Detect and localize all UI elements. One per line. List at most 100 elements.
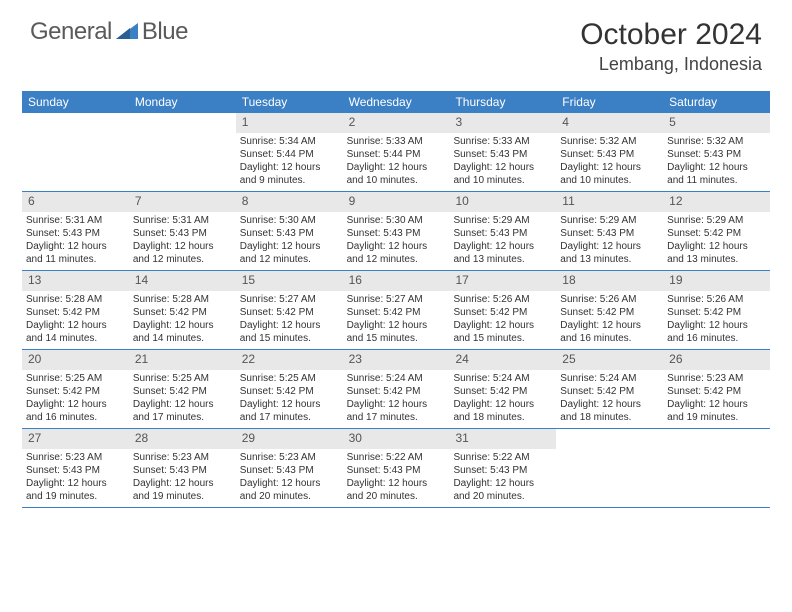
sunset-text: Sunset: 5:43 PM: [453, 464, 552, 477]
sunrise-text: Sunrise: 5:26 AM: [453, 293, 552, 306]
day-cell: 5 Sunrise: 5:32 AMSunset: 5:43 PMDaylight…: [663, 113, 770, 191]
day-number: 8: [236, 192, 343, 212]
day-info: Sunrise: 5:31 AMSunset: 5:43 PMDaylight:…: [22, 214, 129, 266]
day-header-sunday: Sunday: [22, 91, 129, 113]
sunset-text: Sunset: 5:42 PM: [240, 385, 339, 398]
sunset-text: Sunset: 5:43 PM: [453, 227, 552, 240]
sunset-text: Sunset: 5:42 PM: [667, 227, 766, 240]
sunset-text: Sunset: 5:43 PM: [240, 464, 339, 477]
sunrise-text: Sunrise: 5:34 AM: [240, 135, 339, 148]
day-info: Sunrise: 5:24 AMSunset: 5:42 PMDaylight:…: [449, 372, 556, 424]
sunset-text: Sunset: 5:44 PM: [347, 148, 446, 161]
daylight-text: Daylight: 12 hours and 15 minutes.: [453, 319, 552, 345]
sunset-text: Sunset: 5:42 PM: [453, 306, 552, 319]
daylight-text: Daylight: 12 hours and 18 minutes.: [560, 398, 659, 424]
sunrise-text: Sunrise: 5:32 AM: [560, 135, 659, 148]
sunrise-text: Sunrise: 5:22 AM: [453, 451, 552, 464]
day-number: 24: [449, 350, 556, 370]
daylight-text: Daylight: 12 hours and 11 minutes.: [667, 161, 766, 187]
day-info: Sunrise: 5:23 AMSunset: 5:43 PMDaylight:…: [236, 451, 343, 503]
day-cell: .: [556, 429, 663, 507]
sunset-text: Sunset: 5:43 PM: [26, 464, 125, 477]
day-cell: .: [22, 113, 129, 191]
day-cell: 11Sunrise: 5:29 AMSunset: 5:43 PMDayligh…: [556, 192, 663, 270]
daylight-text: Daylight: 12 hours and 17 minutes.: [240, 398, 339, 424]
day-info: Sunrise: 5:31 AMSunset: 5:43 PMDaylight:…: [129, 214, 236, 266]
day-info: Sunrise: 5:23 AMSunset: 5:43 PMDaylight:…: [22, 451, 129, 503]
sunrise-text: Sunrise: 5:32 AM: [667, 135, 766, 148]
sunrise-text: Sunrise: 5:27 AM: [347, 293, 446, 306]
day-cell: 8Sunrise: 5:30 AMSunset: 5:43 PMDaylight…: [236, 192, 343, 270]
sunset-text: Sunset: 5:43 PM: [560, 148, 659, 161]
day-info: Sunrise: 5:34 AMSunset: 5:44 PMDaylight:…: [236, 135, 343, 187]
day-cell: 20Sunrise: 5:25 AMSunset: 5:42 PMDayligh…: [22, 350, 129, 428]
weeks-container: .. 1Sunrise: 5:34 AMSunset: 5:44 PMDaylig…: [22, 113, 770, 508]
sunrise-text: Sunrise: 5:24 AM: [453, 372, 552, 385]
day-number: 12: [663, 192, 770, 212]
sunrise-text: Sunrise: 5:23 AM: [667, 372, 766, 385]
day-cell: 2Sunrise: 5:33 AMSunset: 5:44 PMDaylight…: [343, 113, 450, 191]
logo: General Blue: [30, 18, 188, 46]
day-number: 2: [343, 113, 450, 133]
daylight-text: Daylight: 12 hours and 13 minutes.: [560, 240, 659, 266]
day-cell: 7Sunrise: 5:31 AMSunset: 5:43 PMDaylight…: [129, 192, 236, 270]
day-cell: 17Sunrise: 5:26 AMSunset: 5:42 PMDayligh…: [449, 271, 556, 349]
day-info: Sunrise: 5:33 AMSunset: 5:43 PMDaylight:…: [449, 135, 556, 187]
sunset-text: Sunset: 5:43 PM: [453, 148, 552, 161]
week-row: 13Sunrise: 5:28 AMSunset: 5:42 PMDayligh…: [22, 271, 770, 350]
sunset-text: Sunset: 5:43 PM: [667, 148, 766, 161]
sunrise-text: Sunrise: 5:24 AM: [347, 372, 446, 385]
page-title: October 2024: [580, 18, 762, 52]
sunset-text: Sunset: 5:42 PM: [560, 385, 659, 398]
day-cell: 28 Sunrise: 5:23 AMSunset: 5:43 PMDayligh…: [129, 429, 236, 507]
day-number: 19: [663, 271, 770, 291]
sunset-text: Sunset: 5:44 PM: [240, 148, 339, 161]
sunset-text: Sunset: 5:43 PM: [133, 464, 232, 477]
sunrise-text: Sunrise: 5:23 AM: [133, 451, 232, 464]
day-number: 16: [343, 271, 450, 291]
week-row: 6Sunrise: 5:31 AMSunset: 5:43 PMDaylight…: [22, 192, 770, 271]
sunrise-text: Sunrise: 5:26 AM: [560, 293, 659, 306]
day-info: Sunrise: 5:28 AMSunset: 5:42 PMDaylight:…: [129, 293, 236, 345]
day-cell: 16Sunrise: 5:27 AMSunset: 5:42 PMDayligh…: [343, 271, 450, 349]
logo-text-2: Blue: [142, 18, 188, 46]
daylight-text: Daylight: 12 hours and 20 minutes.: [240, 477, 339, 503]
sunrise-text: Sunrise: 5:31 AM: [26, 214, 125, 227]
sunset-text: Sunset: 5:43 PM: [26, 227, 125, 240]
day-info: Sunrise: 5:29 AMSunset: 5:43 PMDaylight:…: [449, 214, 556, 266]
sunrise-text: Sunrise: 5:29 AM: [560, 214, 659, 227]
sunrise-text: Sunrise: 5:29 AM: [667, 214, 766, 227]
sunrise-text: Sunrise: 5:31 AM: [133, 214, 232, 227]
daylight-text: Daylight: 12 hours and 19 minutes.: [667, 398, 766, 424]
daylight-text: Daylight: 12 hours and 12 minutes.: [347, 240, 446, 266]
day-cell: 22Sunrise: 5:25 AMSunset: 5:42 PMDayligh…: [236, 350, 343, 428]
sunset-text: Sunset: 5:43 PM: [347, 227, 446, 240]
day-number: 29: [236, 429, 343, 449]
day-info: Sunrise: 5:29 AMSunset: 5:43 PMDaylight:…: [556, 214, 663, 266]
day-number: 6: [22, 192, 129, 212]
sunrise-text: Sunrise: 5:33 AM: [453, 135, 552, 148]
daylight-text: Daylight: 12 hours and 19 minutes.: [133, 477, 232, 503]
sunrise-text: Sunrise: 5:23 AM: [26, 451, 125, 464]
day-info: Sunrise: 5:25 AMSunset: 5:42 PMDaylight:…: [129, 372, 236, 424]
daylight-text: Daylight: 12 hours and 15 minutes.: [347, 319, 446, 345]
day-cell: 26Sunrise: 5:23 AMSunset: 5:42 PMDayligh…: [663, 350, 770, 428]
daylight-text: Daylight: 12 hours and 20 minutes.: [347, 477, 446, 503]
day-cell: 1Sunrise: 5:34 AMSunset: 5:44 PMDaylight…: [236, 113, 343, 191]
sunset-text: Sunset: 5:42 PM: [133, 385, 232, 398]
day-info: Sunrise: 5:27 AMSunset: 5:42 PMDaylight:…: [236, 293, 343, 345]
day-cell: 24Sunrise: 5:24 AMSunset: 5:42 PMDayligh…: [449, 350, 556, 428]
sunrise-text: Sunrise: 5:28 AM: [26, 293, 125, 306]
day-number: 5: [663, 113, 770, 133]
triangle-icon: [116, 21, 138, 44]
daylight-text: Daylight: 12 hours and 11 minutes.: [26, 240, 125, 266]
sunset-text: Sunset: 5:42 PM: [667, 306, 766, 319]
day-cell: 30Sunrise: 5:22 AMSunset: 5:43 PMDayligh…: [343, 429, 450, 507]
week-row: 20Sunrise: 5:25 AMSunset: 5:42 PMDayligh…: [22, 350, 770, 429]
sunset-text: Sunset: 5:42 PM: [667, 385, 766, 398]
daylight-text: Daylight: 12 hours and 14 minutes.: [26, 319, 125, 345]
day-info: Sunrise: 5:26 AMSunset: 5:42 PMDaylight:…: [556, 293, 663, 345]
sunrise-text: Sunrise: 5:29 AM: [453, 214, 552, 227]
day-number: 28: [129, 429, 236, 449]
sunset-text: Sunset: 5:43 PM: [240, 227, 339, 240]
